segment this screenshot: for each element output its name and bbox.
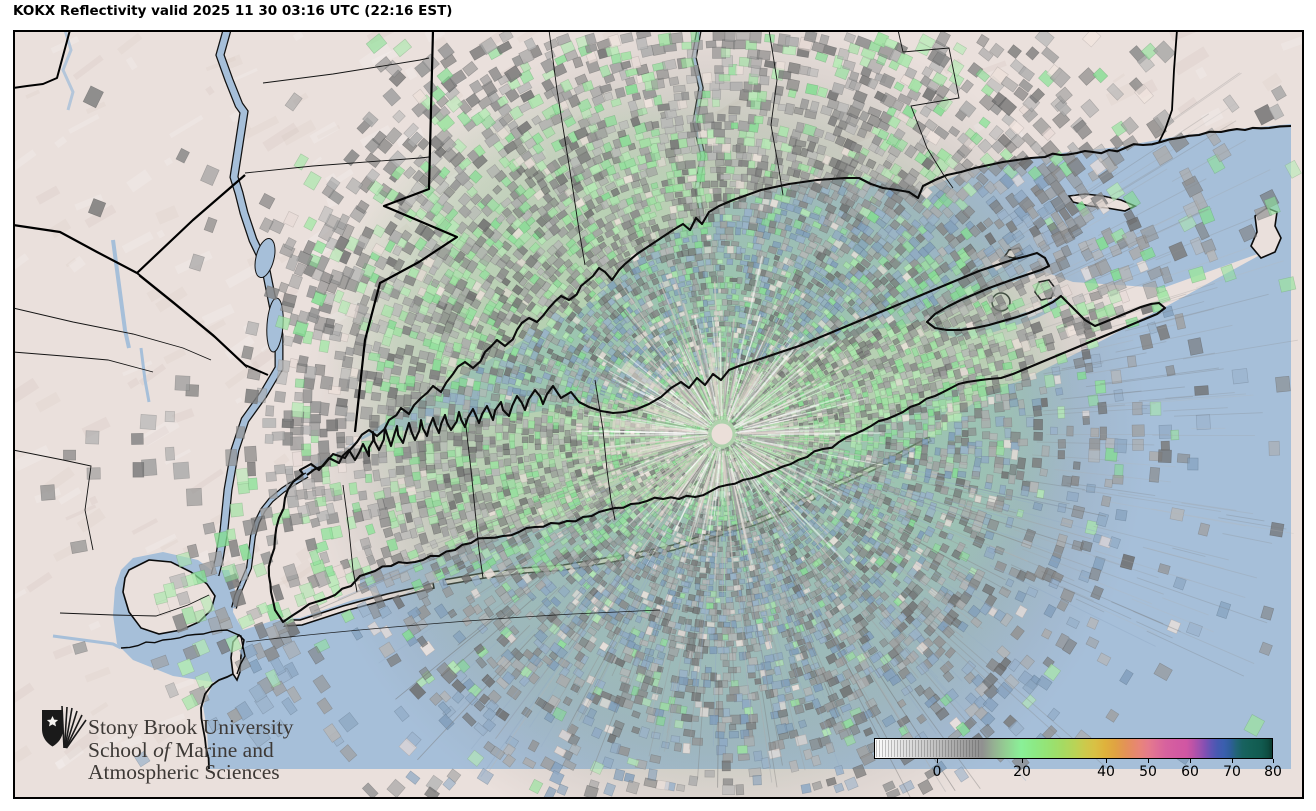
stony-brook-shield-icon xyxy=(42,705,87,749)
stony-brook-logo: Stony Brook University School of Marine … xyxy=(40,700,360,795)
colorbar-tick xyxy=(1105,759,1107,763)
colorbar-tick-label: 80 xyxy=(1264,764,1282,780)
radar-map xyxy=(13,30,1304,799)
map-frame xyxy=(13,30,1304,799)
colorbar-tick xyxy=(1189,759,1191,763)
figure-title: KOKX Reflectivity valid 2025 11 30 03:16… xyxy=(13,3,453,19)
colorbar-gray-texture xyxy=(876,740,980,757)
colorbar-tick xyxy=(1021,759,1023,763)
colorbar-tick xyxy=(1231,759,1233,763)
colorbar-tick xyxy=(1147,759,1149,763)
reflectivity-colorbar: 0 20 40 50 60 70 80 xyxy=(874,738,1282,790)
colorbar-tick-label: 60 xyxy=(1181,764,1199,780)
colorbar-tick-label: 0 xyxy=(932,764,942,780)
logo-line-2: School of Marine and xyxy=(88,737,274,762)
coastlines-and-borders xyxy=(13,30,1292,770)
colorbar-tick xyxy=(936,759,938,763)
logo-line-3: Atmospheric Sciences xyxy=(88,760,280,784)
colorbar-gradient xyxy=(874,738,1273,759)
colorbar-tick xyxy=(1272,759,1274,763)
colorbar-tick-label: 50 xyxy=(1139,764,1157,780)
colorbar-tick-label: 40 xyxy=(1097,764,1115,780)
colorbar-tick-label: 20 xyxy=(1013,764,1031,780)
logo-line-1: Stony Brook University xyxy=(88,715,294,739)
radar-map-canvas xyxy=(13,30,1304,799)
stony-brook-logo-text: Stony Brook University School of Marine … xyxy=(88,716,293,784)
colorbar-tick-label: 70 xyxy=(1223,764,1241,780)
